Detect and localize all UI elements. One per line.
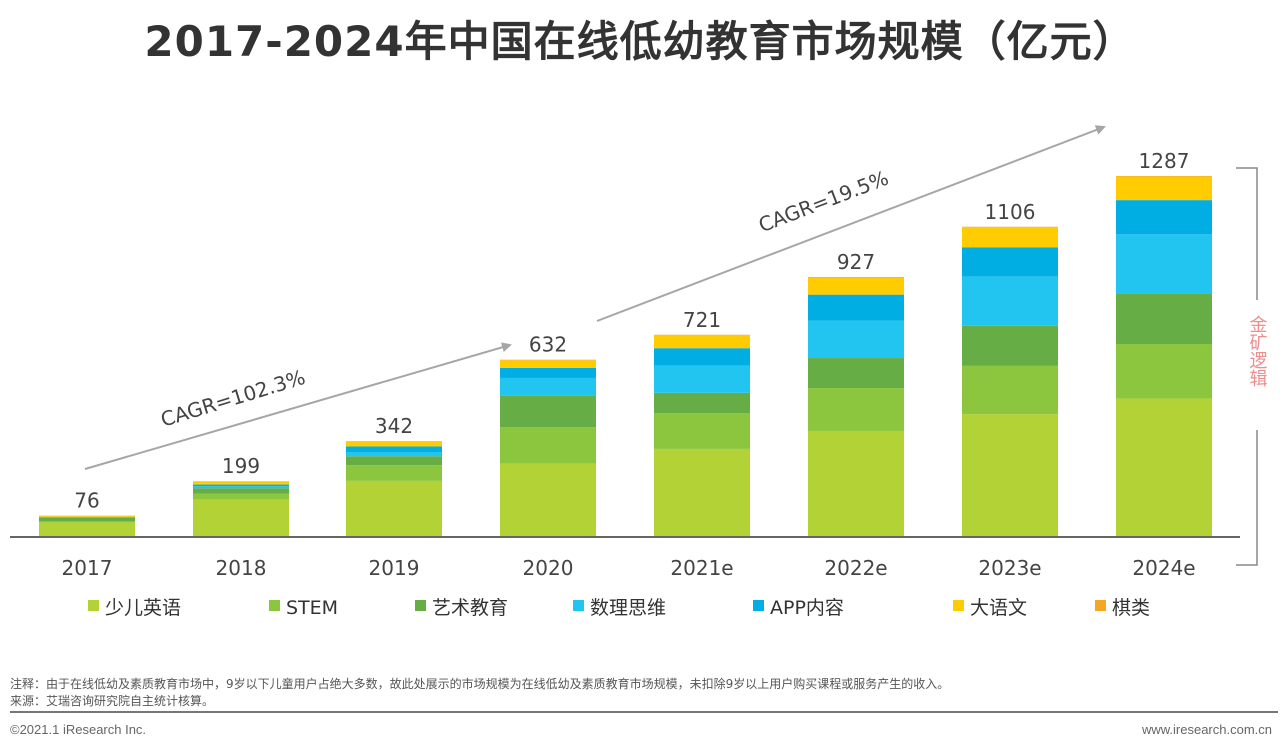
total-label: 342 xyxy=(375,414,413,438)
bar-segment xyxy=(193,493,289,500)
legend-swatch xyxy=(753,600,764,611)
total-label: 76 xyxy=(74,489,99,513)
cagr-label-2: CAGR=19.5% xyxy=(755,166,891,237)
legend-label: 艺术教育 xyxy=(432,597,508,619)
legend-label: 数理思维 xyxy=(590,597,666,619)
copyright: ©2021.1 iResearch Inc. xyxy=(10,722,147,737)
x-tick-label: 2019 xyxy=(369,556,420,580)
divider xyxy=(10,711,1278,713)
chart-title: 2017-2024年中国在线低幼教育市场规模（亿元） xyxy=(144,17,1136,66)
total-label: 632 xyxy=(529,333,567,357)
bar-segment xyxy=(193,499,289,537)
bracket xyxy=(1236,167,1258,566)
bar-segment xyxy=(808,358,904,389)
x-tick-label: 2018 xyxy=(216,556,267,580)
footnote: 注释：由于在线低幼及素质教育市场中，9岁以下儿童用户占绝大多数，故此处展示的市场… xyxy=(10,677,950,691)
cagr-arrow-2 xyxy=(596,125,1106,322)
bar-segment xyxy=(1116,344,1212,399)
legend-label: APP内容 xyxy=(770,597,844,619)
bar-segment xyxy=(962,276,1058,326)
legend-swatch xyxy=(1095,600,1106,611)
x-tick-label: 2017 xyxy=(62,556,113,580)
bar-segment xyxy=(1116,176,1212,177)
bar-segment xyxy=(808,277,904,295)
total-label: 199 xyxy=(222,454,260,478)
bar-segment xyxy=(193,486,289,489)
bar-segment xyxy=(1116,200,1212,235)
bar-segment xyxy=(346,465,442,481)
bar-segment xyxy=(808,388,904,431)
bar-segment xyxy=(962,414,1058,537)
bar-segment xyxy=(39,521,135,523)
bar-segment xyxy=(500,395,596,428)
legend-label: 棋类 xyxy=(1112,597,1150,619)
bar-segment xyxy=(346,456,442,466)
stacked-bar-chart: 76 2017 199 2018 342 2019 632 2020 721 2021e 927 20… xyxy=(10,125,1268,619)
bar-segment xyxy=(654,392,750,414)
bar-segment xyxy=(346,441,442,447)
bar-segment xyxy=(1116,293,1212,345)
legend-label: STEM xyxy=(286,597,338,619)
bar-segment xyxy=(1116,176,1212,201)
legend-label: 少儿英语 xyxy=(105,597,181,619)
bar-segment xyxy=(500,359,596,361)
bracket-label: 金矿逻辑 xyxy=(1247,315,1268,387)
x-tick-label: 2021e xyxy=(670,556,733,580)
bar-segment xyxy=(346,452,442,457)
cagr-arrow-1 xyxy=(84,342,512,470)
x-tick-label: 2024e xyxy=(1132,556,1195,580)
bar-segment xyxy=(39,517,135,522)
legend-swatch xyxy=(573,600,584,611)
bar-segment xyxy=(346,446,442,453)
bar-segment xyxy=(39,515,135,517)
x-tick-label: 2020 xyxy=(523,556,574,580)
bar-segment xyxy=(962,247,1058,277)
bar-segment xyxy=(962,227,1058,248)
bar-segment xyxy=(962,226,1058,228)
bar-segment xyxy=(346,480,442,537)
legend-swatch xyxy=(953,600,964,611)
bar-segment xyxy=(1116,234,1212,294)
bar-segment xyxy=(500,463,596,537)
legend-swatch xyxy=(415,600,426,611)
bar-segment xyxy=(193,484,289,487)
cagr-label-1: CAGR=102.3% xyxy=(158,365,308,432)
bar-segment xyxy=(193,481,289,485)
bar-segment xyxy=(808,294,904,321)
bar-segment xyxy=(962,365,1058,415)
x-tick-label: 2023e xyxy=(978,556,1041,580)
legend-swatch xyxy=(88,600,99,611)
bar-segment xyxy=(654,348,750,366)
source-note: 来源：艾瑞咨询研究院自主统计核算。 xyxy=(10,694,215,708)
website[interactable]: www.iresearch.com.cn xyxy=(1141,722,1272,737)
bar-segment xyxy=(500,427,596,464)
bar-segment xyxy=(39,517,135,518)
bar-segment xyxy=(654,448,750,537)
bar-segment xyxy=(500,360,596,368)
total-label: 927 xyxy=(837,250,875,274)
bar-segment xyxy=(193,488,289,494)
bar-segment xyxy=(654,335,750,349)
bar-segment xyxy=(808,320,904,359)
bar-segment xyxy=(654,413,750,449)
bar-segment xyxy=(500,367,596,378)
bar-segment xyxy=(962,325,1058,366)
total-label: 1287 xyxy=(1139,149,1190,173)
bar-segment xyxy=(654,334,750,336)
bar-segment xyxy=(808,276,904,278)
bar-segment xyxy=(39,522,135,537)
total-label: 1106 xyxy=(985,200,1036,224)
bar-segment xyxy=(654,365,750,393)
bar-segment xyxy=(1116,398,1212,537)
total-label: 721 xyxy=(683,308,721,332)
bar-segment xyxy=(500,377,596,396)
legend-label: 大语文 xyxy=(970,597,1027,619)
x-tick-label: 2022e xyxy=(824,556,887,580)
legend-swatch xyxy=(269,600,280,611)
bar-segment xyxy=(808,430,904,537)
